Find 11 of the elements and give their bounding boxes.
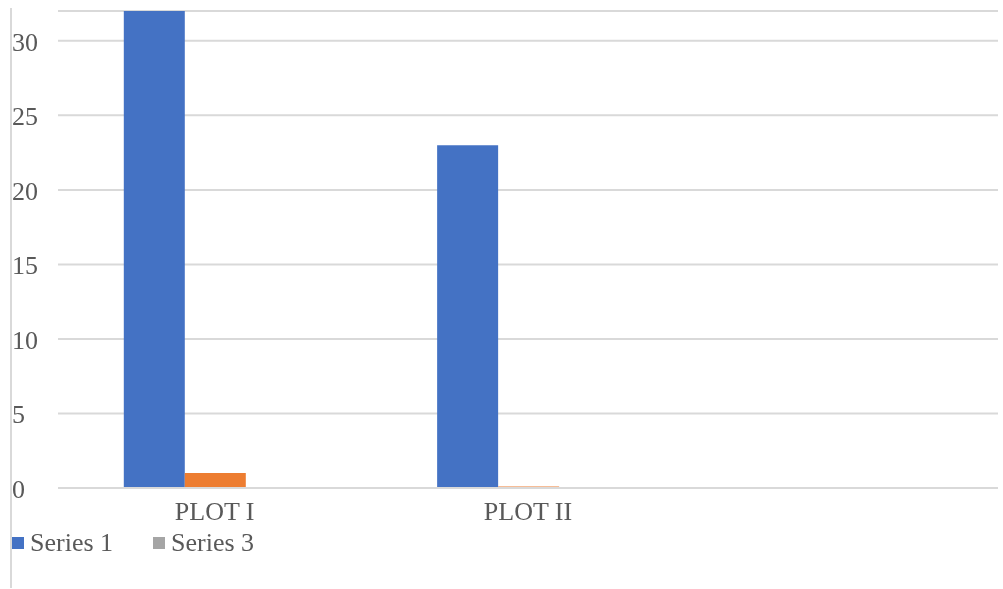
y-tick-label: 5 — [12, 400, 25, 430]
x-tick-label: PLOT I — [174, 497, 255, 526]
y-tick-label: 0 — [12, 475, 25, 504]
y-tick-label: 20 — [12, 176, 38, 206]
legend-label: Series 1 — [29, 528, 114, 558]
y-tick-label: 15 — [12, 251, 38, 281]
y-tick-label: 25 — [12, 102, 38, 132]
legend-label: Series 3 — [170, 528, 255, 558]
y-tick-label: 10 — [12, 325, 38, 355]
x-tick-label: PLOT II — [483, 497, 573, 526]
y-tick-label: 30 — [12, 27, 38, 57]
